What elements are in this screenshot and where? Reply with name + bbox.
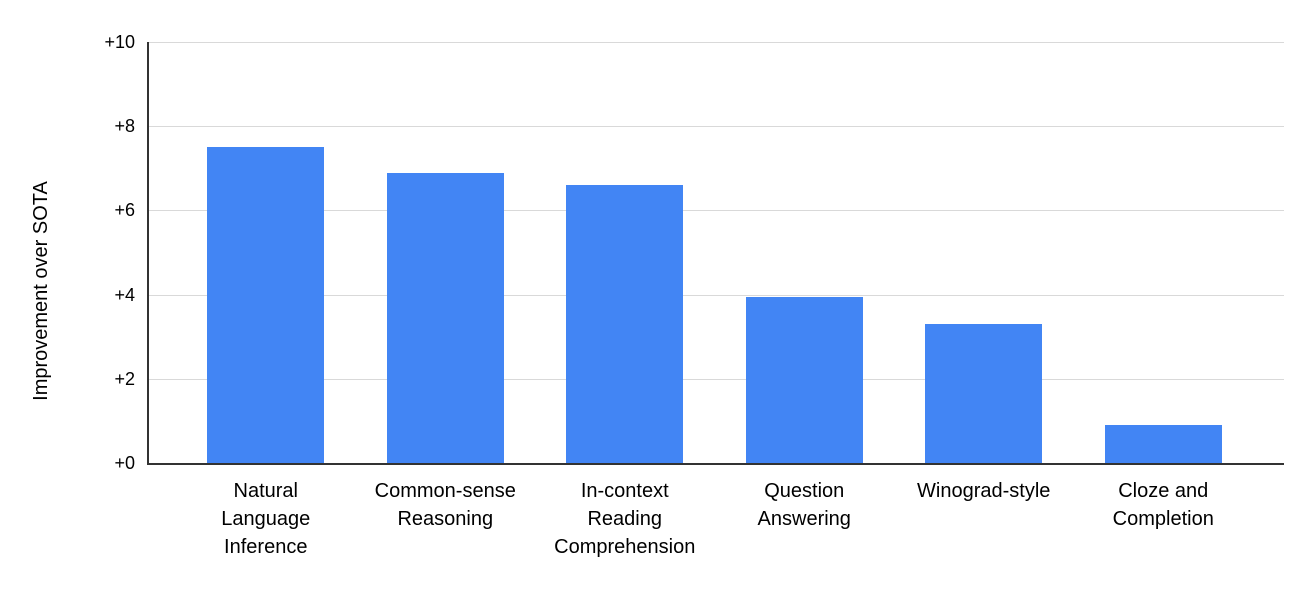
bar [207, 147, 325, 463]
y-tick-label: +10 [104, 32, 135, 52]
bar [1104, 425, 1222, 463]
bar [745, 296, 863, 463]
x-axis-label: Cloze and Completion [1112, 480, 1214, 530]
y-tick-label: +8 [114, 116, 135, 137]
y-tick-label: +6 [114, 200, 135, 221]
gridline [147, 378, 1284, 380]
gridline [147, 126, 1284, 128]
y-tick-label: +4 [114, 284, 135, 305]
x-axis-line [147, 463, 1284, 465]
y-axis-line [147, 42, 149, 463]
gridline [147, 42, 1284, 43]
bar [566, 185, 684, 463]
x-axis-label: Natural Language Inference [221, 480, 311, 558]
bar [386, 172, 504, 463]
gridline [147, 210, 1284, 212]
x-axis-label: Common-sense Reasoning [374, 480, 516, 530]
y-tick-label: +2 [114, 368, 135, 389]
x-axis-label: Winograd-style [917, 480, 1051, 502]
y-tick-label: +0 [114, 453, 135, 473]
x-axis-label: Question Answering [757, 480, 851, 530]
bar [925, 324, 1043, 463]
x-axis-label: In-context Reading Comprehension [554, 480, 696, 558]
gridline [147, 294, 1284, 296]
